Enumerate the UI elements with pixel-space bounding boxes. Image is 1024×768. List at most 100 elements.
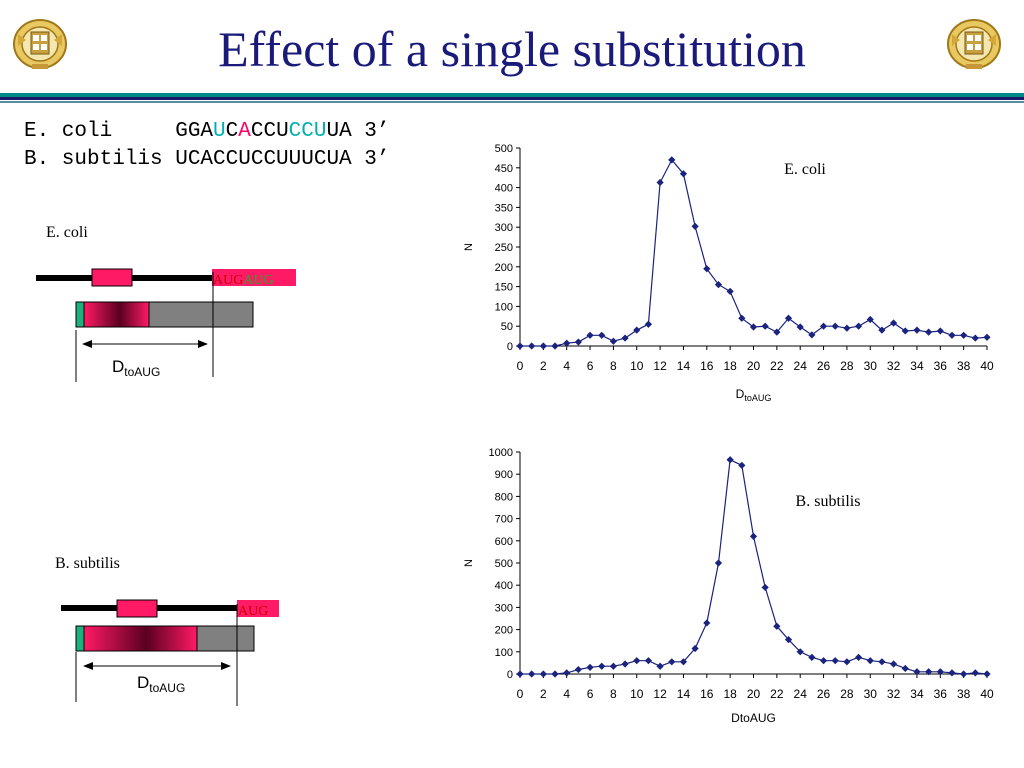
left-crest-logo [13,19,67,69]
y-tick-label: 500 [495,558,513,570]
x-tick-label: 40 [980,687,994,701]
x-tick-label: 14 [677,687,691,701]
sequence-segment: A [238,120,251,143]
bsub-sd-box [116,599,158,618]
data-point [749,323,758,331]
data-point [890,660,898,668]
y-axis-label: N [463,559,475,567]
x-tick-label: 0 [517,687,524,701]
data-point [925,668,933,676]
x-tick-label: 4 [563,359,570,373]
data-point [761,583,769,592]
data-point [528,342,536,350]
data-point [948,331,956,339]
x-tick-label: 6 [587,687,594,701]
ecoli-aug-box [212,269,296,286]
series-line [520,158,988,347]
y-tick-label: 400 [495,580,513,592]
data-point [819,657,828,665]
x-tick-label: 22 [770,359,784,373]
y-tick-label: 900 [495,469,513,481]
x-tick-label: 32 [887,359,901,373]
data-point [586,331,594,339]
x-tick-label: 16 [700,687,714,701]
x-axis-label-sub: toAUG [744,393,771,403]
ecoli-sd-box [91,268,133,287]
x-tick-label: 28 [840,359,854,373]
data-point [808,331,816,339]
y-tick-label: 350 [495,202,513,214]
data-point [843,658,851,666]
y-tick-label: 0 [507,669,513,681]
header-rule-navy [0,97,1024,100]
data-point [960,670,968,678]
y-axis-label: N [463,243,475,251]
x-tick-label: 0 [517,359,524,373]
data-point [598,331,606,339]
bsub-aug-text: AUG [238,604,268,619]
data-point [621,334,629,342]
x-tick-label: 28 [840,687,854,701]
y-tick-label: 500 [495,143,513,155]
series-line [520,458,988,675]
data-point [691,644,699,653]
data-point [656,662,664,670]
x-axis-label: DtoAUG [731,711,776,725]
x-tick-label: 2 [540,687,547,701]
data-point [971,334,979,342]
ecoli-sequence: E. coli GGAUCACCUCCUUA 3’ [24,120,390,143]
data-point [574,338,582,346]
bsub-aug-0-label: AUG [238,604,268,619]
x-tick-label: 22 [770,687,784,701]
data-point [516,670,524,678]
x-tick-label: 34 [910,687,924,701]
x-tick-label: 24 [794,359,808,373]
data-point [574,665,582,674]
ecoli-schematic: AUGAUG DtoAUG [36,268,296,382]
y-tick-label: 250 [495,242,513,254]
y-tick-label: 400 [495,183,513,195]
x-tick-label: 8 [610,359,617,373]
x-tick-label: 18 [723,359,737,373]
x-tick-label: 10 [630,359,644,373]
data-point [539,670,547,678]
y-tick-label: 200 [495,625,513,637]
x-axis-label: DtoAUG [736,387,772,403]
bsubtilis-sequence: B. subtilis UCACCUCCUUUCUA 3’ [24,148,389,171]
data-point [598,662,606,670]
data-point [586,663,594,671]
data-point [890,319,898,327]
data-point [913,326,921,334]
slide-title: Effect of a single substitution [218,21,806,77]
data-point [691,222,699,231]
bsubtilis-diagram-label: B. subtilis [55,555,120,572]
x-tick-label: 38 [957,687,971,701]
ecoli-rrna-tail [75,301,85,328]
data-point [796,323,804,331]
data-point [761,322,769,330]
data-point [784,635,793,644]
data-point [784,314,793,322]
data-point [633,326,641,334]
data-point [679,170,688,178]
data-point [738,461,746,469]
x-tick-label: 24 [794,687,808,701]
x-axis-label-main: D [736,387,745,401]
chart-title: E. coli [784,161,826,178]
sequence-segment: UA 3’ [326,120,390,143]
data-point [749,532,758,540]
data-point [633,657,641,665]
y-tick-label: 700 [495,514,513,526]
data-point [878,658,886,666]
data-point [796,648,804,656]
x-tick-label: 4 [563,687,570,701]
data-point [948,669,956,677]
sequence-segment: C [225,120,239,143]
y-tick-label: 150 [495,282,513,294]
y-tick-label: 600 [495,536,513,548]
data-point [901,327,909,335]
bsubtilis-schematic: AUG DtoAUG [61,599,279,706]
data-point [971,669,979,677]
y-tick-label: 300 [495,222,513,234]
